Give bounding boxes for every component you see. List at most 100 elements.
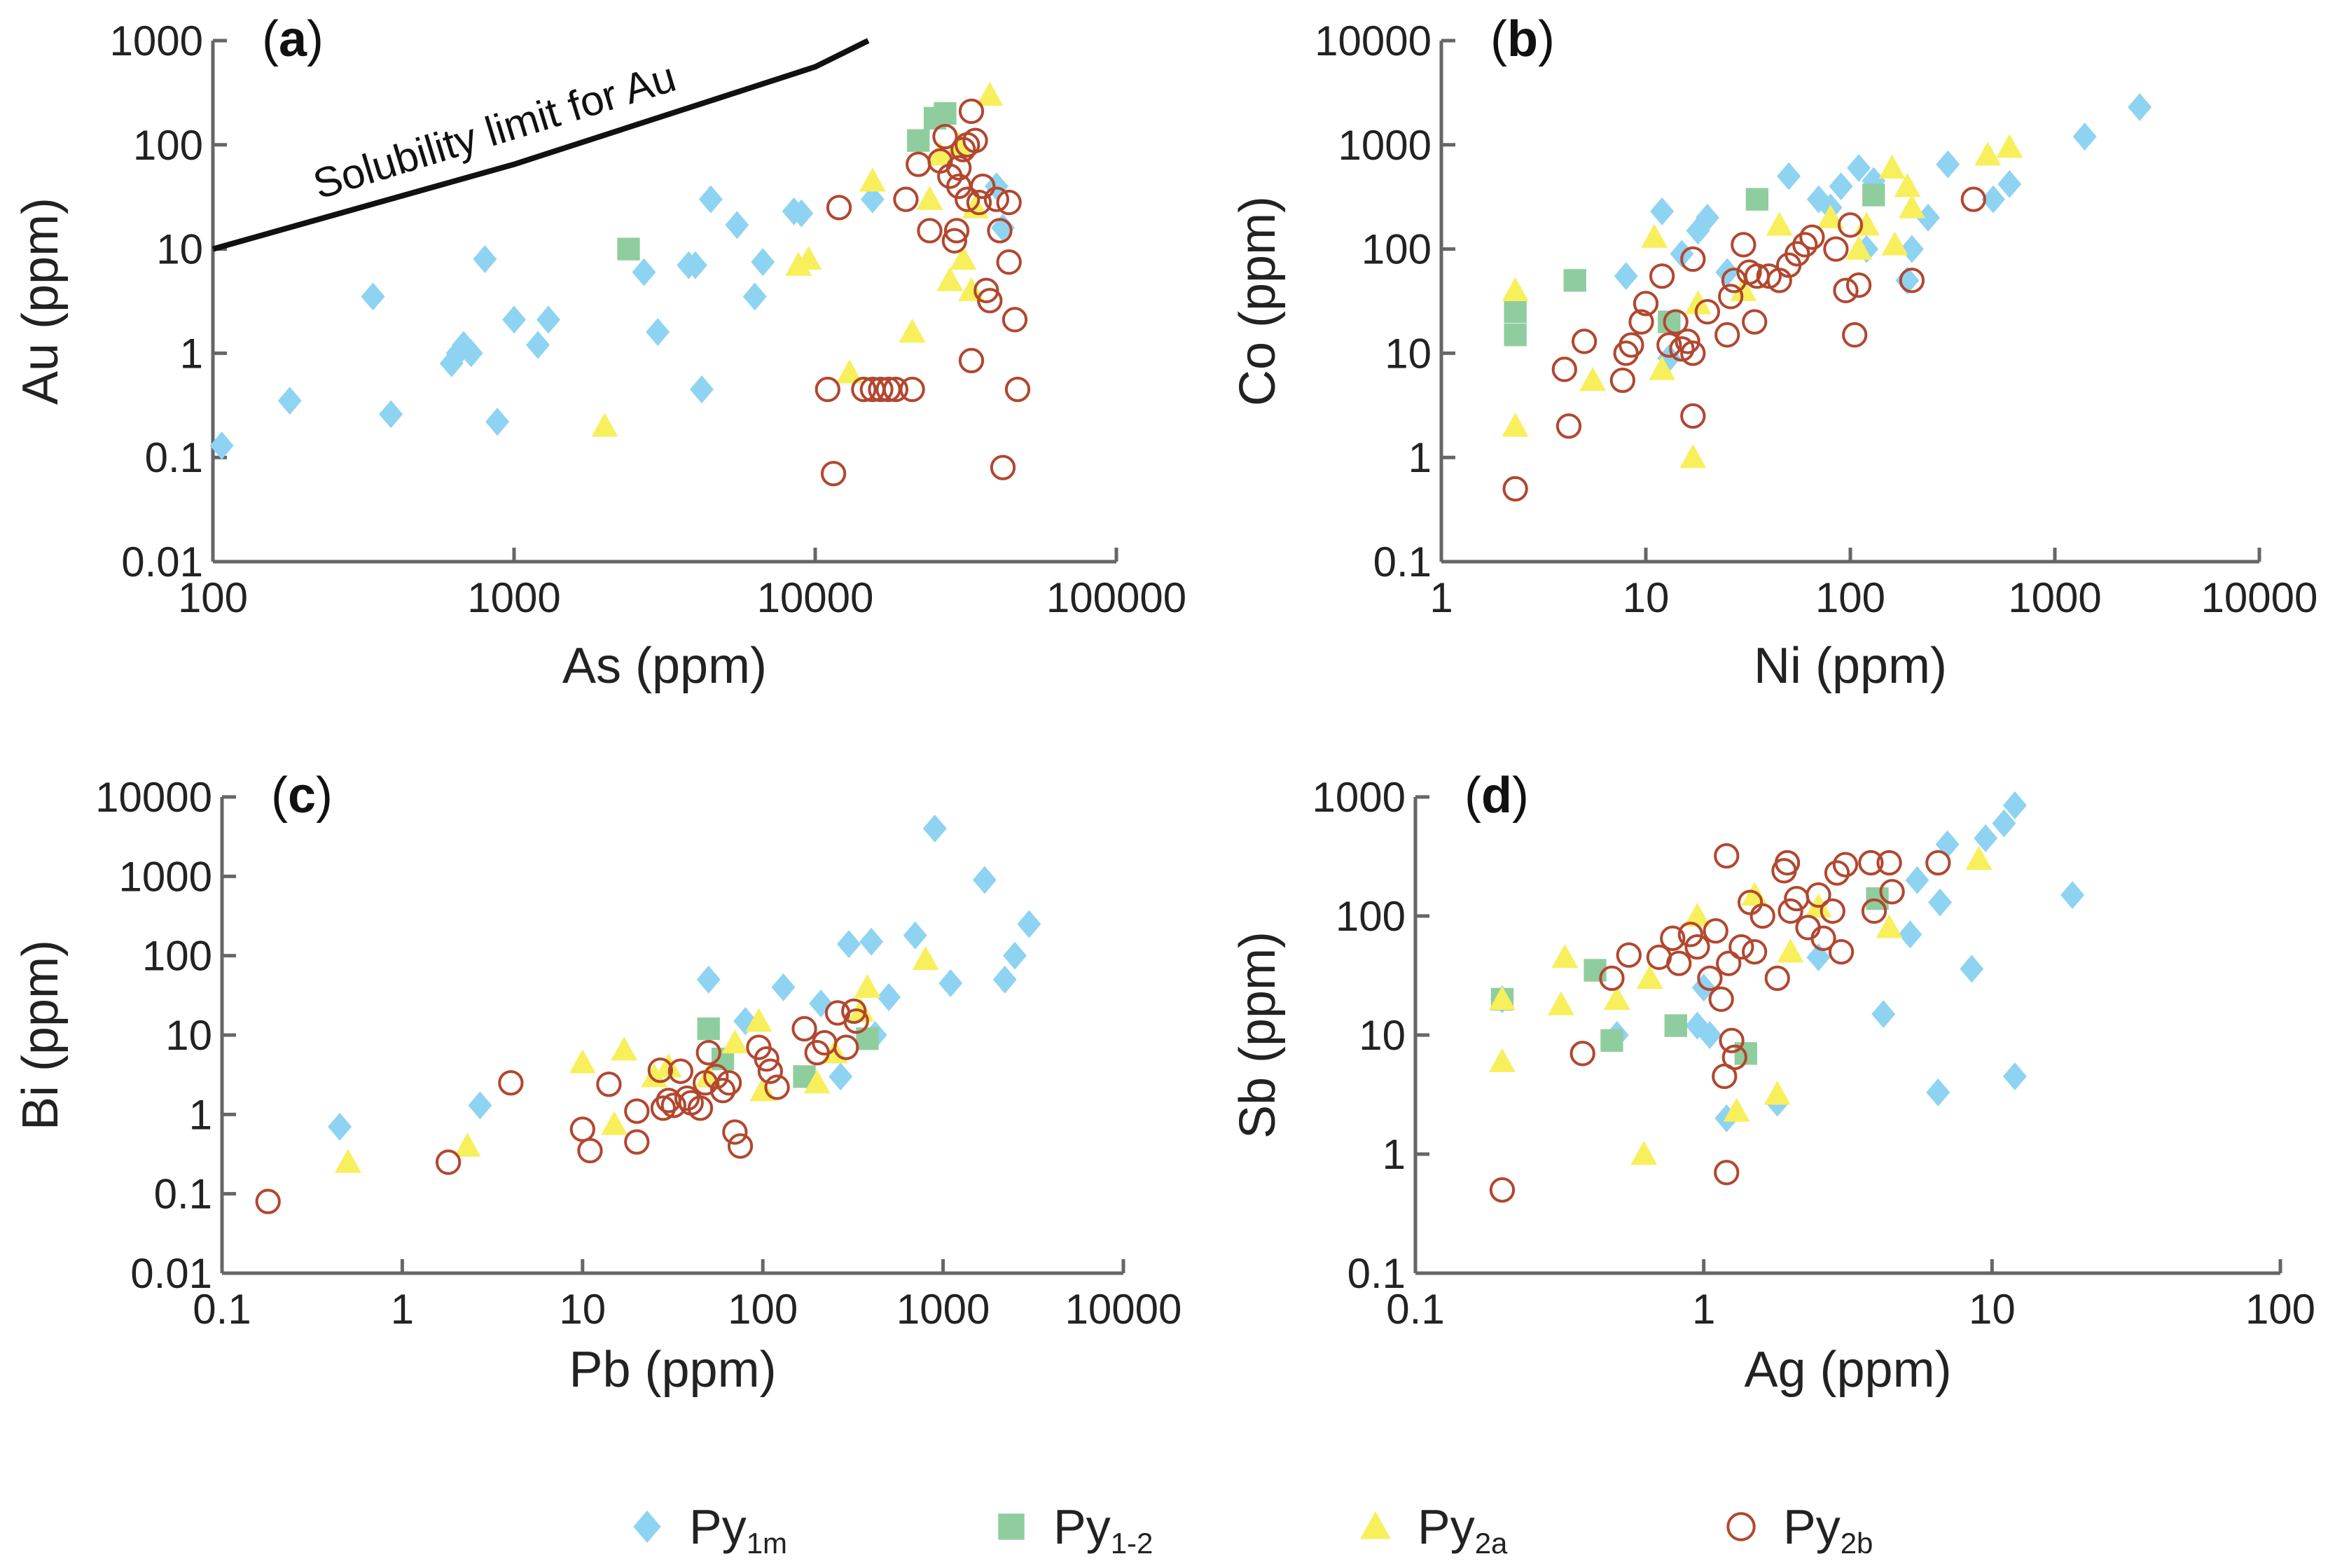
y-axis-label: Co (ppm) bbox=[1230, 196, 1286, 406]
legend-label: Py1m bbox=[689, 1499, 787, 1560]
point-py2b bbox=[1666, 950, 1692, 976]
point-py2a bbox=[1777, 938, 1804, 963]
point-py1m bbox=[992, 965, 1017, 994]
y-tick-label: 0.1 bbox=[145, 434, 203, 481]
panel-d: 0.1 1 10 100 0.1 1 10 100 1000 Ag (ppm) Sb (ppm) (d… bbox=[1230, 768, 2315, 1398]
point-py2b bbox=[1708, 986, 1734, 1012]
point-py12 bbox=[934, 102, 957, 125]
point-py2a bbox=[1547, 991, 1574, 1015]
x-tick-label: 100 bbox=[728, 1286, 798, 1333]
point-py1m bbox=[1981, 185, 2006, 214]
point-py2a bbox=[1630, 1141, 1658, 1165]
y-tick-label: 10 bbox=[156, 226, 203, 273]
point-py2b bbox=[1663, 309, 1689, 335]
point-py2b bbox=[1680, 246, 1706, 272]
point-py1m bbox=[1777, 162, 1801, 190]
point-py2a bbox=[454, 1132, 481, 1157]
y-tick-label: 10000 bbox=[1315, 18, 1432, 64]
point-py2a bbox=[1502, 277, 1529, 302]
y-axis-label: Bi (ppm) bbox=[13, 940, 69, 1130]
x-tick-label: 0.1 bbox=[1386, 1286, 1444, 1333]
point-py2b bbox=[498, 1070, 524, 1096]
y-tick-label: 0.01 bbox=[121, 539, 203, 585]
point-py2a bbox=[569, 1049, 596, 1074]
point-py1m bbox=[2060, 881, 2085, 910]
point-py2b bbox=[624, 1098, 650, 1124]
point-py2a bbox=[1974, 141, 2002, 166]
point-py1m bbox=[2128, 93, 2152, 121]
legend-label-base: Py bbox=[1418, 1499, 1475, 1554]
point-py2b bbox=[996, 189, 1022, 216]
point-py2a bbox=[1881, 231, 1908, 256]
y-tick-label: 100 bbox=[1336, 893, 1406, 940]
legend-marker-circle-icon bbox=[1726, 1512, 1756, 1541]
point-py2b bbox=[1660, 925, 1686, 951]
x-tick-label: 1 bbox=[1692, 1286, 1715, 1333]
point-py1m bbox=[789, 199, 814, 228]
point-py2b bbox=[722, 1119, 748, 1145]
legend-item-py12: Py1-2 bbox=[998, 1499, 1153, 1560]
point-py1m bbox=[1974, 824, 1998, 852]
legend-marker-square-icon bbox=[998, 1513, 1025, 1540]
x-tick-label: 10 bbox=[1969, 1286, 2016, 1333]
point-py1m bbox=[485, 408, 510, 436]
point-py2b bbox=[1879, 879, 1905, 905]
point-py12 bbox=[697, 1017, 720, 1041]
point-py1m bbox=[1905, 866, 1929, 894]
legend-label-sub: 1m bbox=[747, 1527, 787, 1560]
y-tick-label: 10 bbox=[1359, 1012, 1406, 1059]
point-py1m bbox=[690, 375, 714, 403]
point-py2a bbox=[859, 167, 886, 192]
point-py2a bbox=[1894, 173, 1921, 197]
point-py1m bbox=[1960, 955, 1984, 983]
x-axis-label: Ni (ppm) bbox=[1754, 638, 1947, 694]
point-py2a bbox=[803, 1069, 831, 1094]
y-tick-label: 1 bbox=[1408, 434, 1432, 481]
x-axis-label: Ag (ppm) bbox=[1744, 1342, 1951, 1398]
point-py2b bbox=[1004, 376, 1031, 403]
x-tick-label: 1 bbox=[391, 1286, 414, 1333]
x-tick-label: 1000 bbox=[2008, 574, 2101, 621]
point-py2b bbox=[977, 288, 1003, 314]
point-py12 bbox=[1504, 324, 1527, 347]
point-py2b bbox=[1792, 232, 1818, 258]
y-tick-label: 1 bbox=[1383, 1131, 1406, 1178]
panel-label: (b) bbox=[1490, 11, 1555, 67]
point-py2b bbox=[1675, 328, 1700, 354]
point-py1m bbox=[1928, 888, 1953, 917]
point-py1m bbox=[1650, 197, 1675, 226]
point-py1m bbox=[526, 331, 550, 359]
legend-label-sub: 2a bbox=[1475, 1527, 1508, 1560]
point-py2b bbox=[1742, 309, 1768, 335]
point-py2b bbox=[1832, 852, 1859, 877]
point-py2a bbox=[854, 973, 881, 998]
point-py2a bbox=[1649, 356, 1676, 380]
point-py2b bbox=[958, 98, 985, 125]
point-py2a bbox=[916, 186, 943, 210]
x-tick-label: 10 bbox=[559, 1286, 606, 1333]
y-tick-label: 0.1 bbox=[154, 1171, 212, 1218]
x-tick-label: 1000 bbox=[896, 1286, 990, 1333]
point-py2a bbox=[1730, 277, 1757, 302]
point-py2b bbox=[1806, 882, 1831, 908]
x-tick-label: 100 bbox=[178, 574, 248, 621]
x-tick-label: 10000 bbox=[1065, 1286, 1182, 1333]
point-py1m bbox=[1657, 344, 1682, 373]
point-py12 bbox=[1504, 300, 1527, 324]
point-py2a bbox=[976, 81, 1004, 106]
point-py1m bbox=[536, 305, 560, 334]
point-py1m bbox=[468, 1091, 492, 1120]
point-py2a bbox=[1579, 367, 1607, 391]
x-tick-label: 0.1 bbox=[193, 1286, 251, 1333]
point-py1m bbox=[502, 305, 526, 334]
point-py2a bbox=[1679, 444, 1707, 469]
panel-label-open: ( bbox=[1464, 768, 1481, 824]
point-py2a bbox=[1876, 914, 1903, 938]
legend: Py1m Py1-2 Py2a Py2b bbox=[633, 1499, 1873, 1560]
point-py1m bbox=[445, 339, 470, 368]
point-py1m bbox=[922, 814, 947, 843]
point-py2b bbox=[1712, 1063, 1738, 1090]
point-py2b bbox=[941, 228, 967, 254]
